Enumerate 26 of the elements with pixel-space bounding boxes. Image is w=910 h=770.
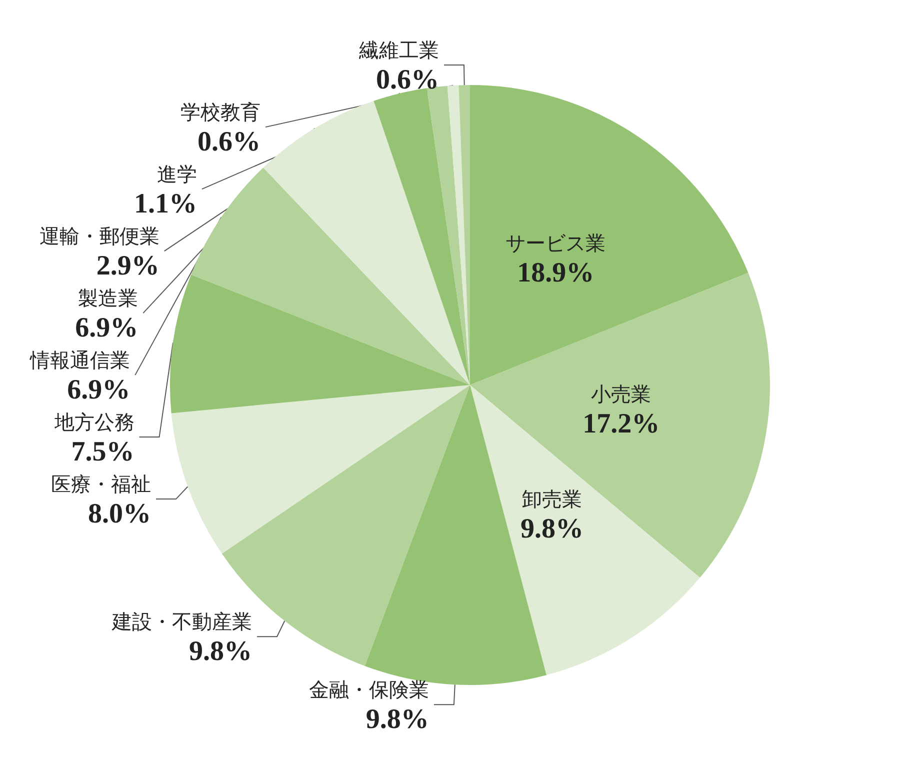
data-label: 1.1% bbox=[134, 188, 197, 220]
slice-label: 進学 bbox=[156, 162, 197, 186]
slice-label: 学校教育 bbox=[180, 100, 260, 124]
data-label: 9.8% bbox=[188, 636, 252, 668]
slice-label: 運輸・郵便業 bbox=[39, 224, 160, 248]
slice-label: 情報通信業 bbox=[29, 348, 130, 372]
slice-label: 卸売業 bbox=[522, 487, 582, 512]
slice-label: サービス業 bbox=[506, 231, 606, 256]
data-label: 9.8% bbox=[366, 704, 429, 736]
slice-label: 製造業 bbox=[78, 286, 138, 310]
data-label: 8.0% bbox=[88, 498, 151, 530]
data-label: 18.9% bbox=[517, 258, 594, 289]
data-label: 6.9% bbox=[75, 312, 138, 344]
slice-label: 地方公務 bbox=[53, 410, 134, 434]
slice-label: 繊維工業 bbox=[358, 38, 439, 62]
slice-label: 小売業 bbox=[591, 382, 652, 406]
data-label: 0.6% bbox=[197, 126, 260, 158]
slice-label: 医療・福祉 bbox=[50, 472, 151, 496]
data-label: 6.9% bbox=[67, 374, 130, 406]
data-label: 2.9% bbox=[96, 250, 160, 282]
slice-label: 建設・不動産業 bbox=[110, 610, 252, 634]
slice-label: 金融・保険業 bbox=[308, 678, 429, 702]
data-label: 17.2% bbox=[582, 408, 660, 440]
data-label: 0.6% bbox=[376, 64, 439, 96]
data-label: 7.5% bbox=[71, 436, 134, 468]
data-label: 9.8% bbox=[520, 514, 584, 545]
